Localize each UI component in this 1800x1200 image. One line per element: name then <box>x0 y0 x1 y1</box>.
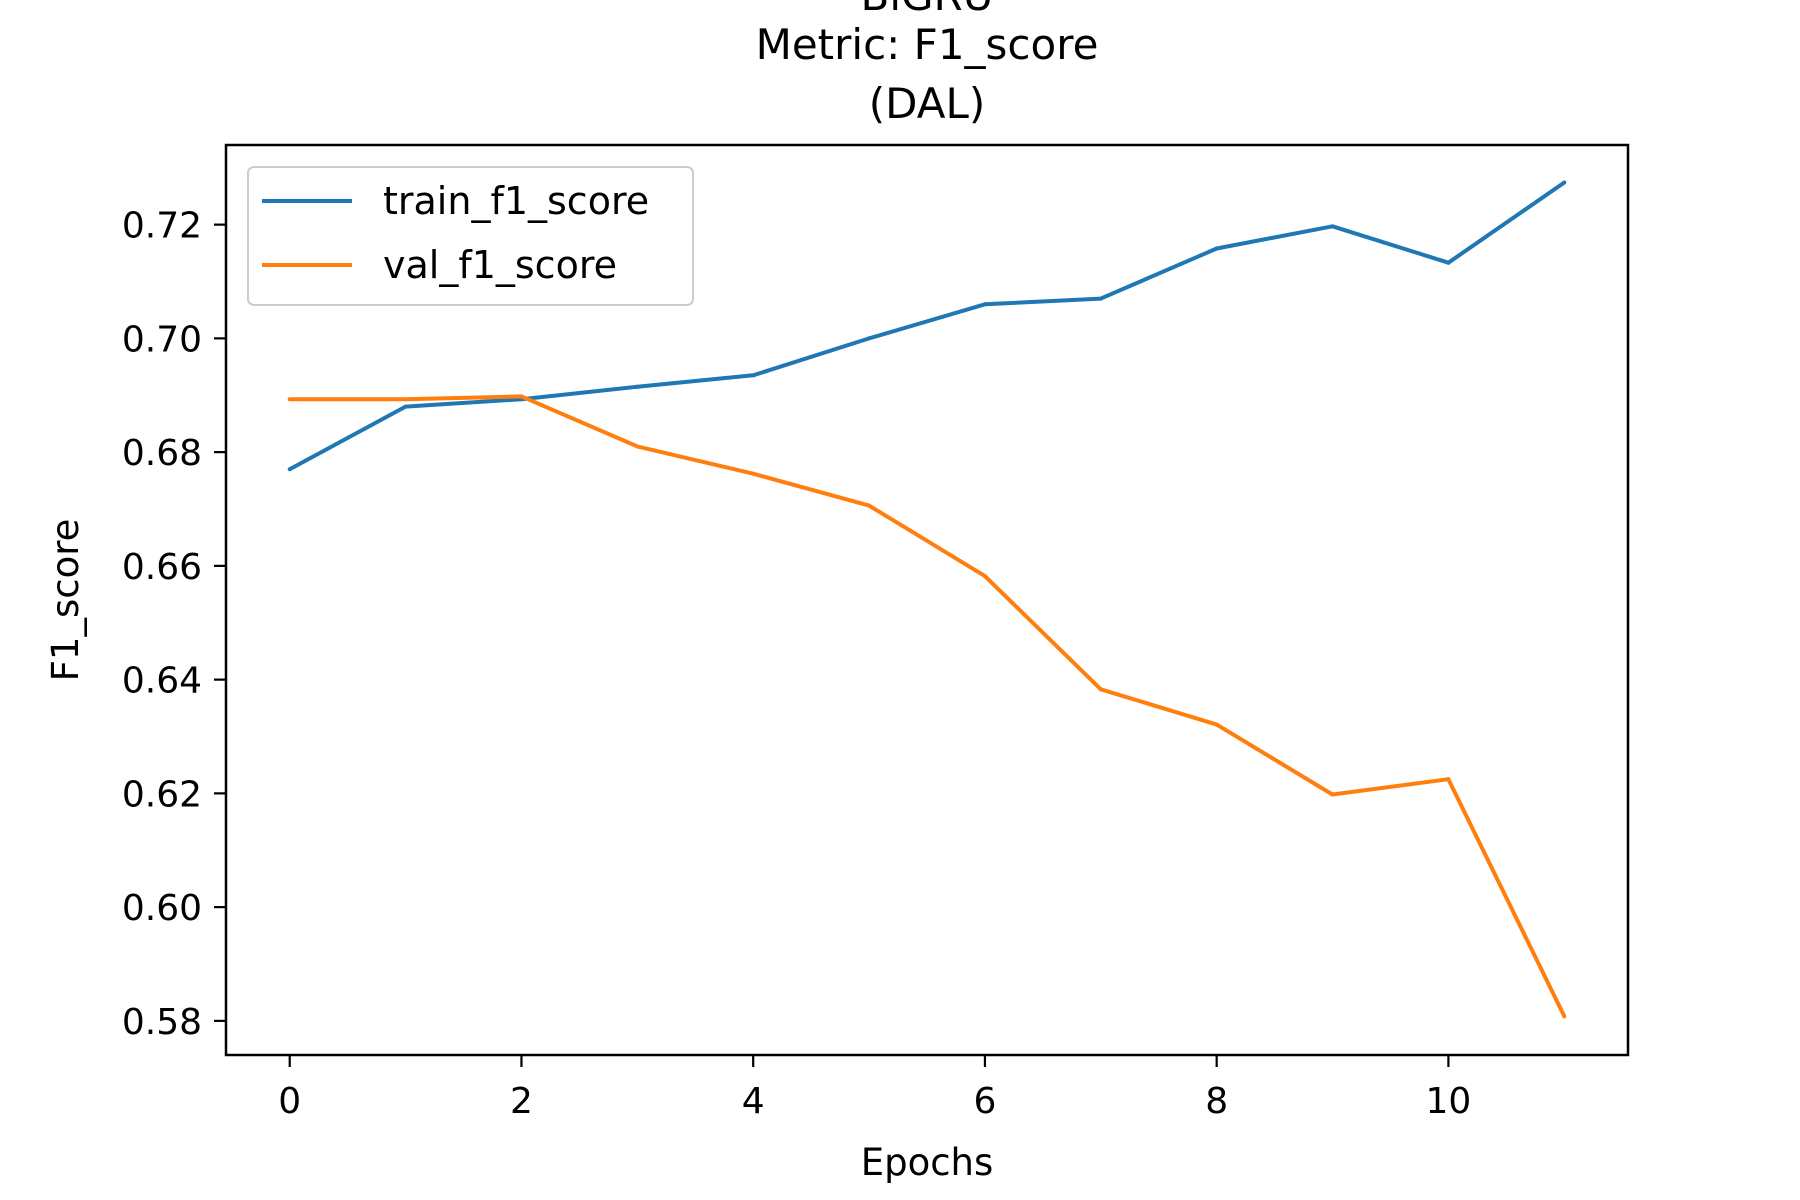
data-point <box>1098 296 1103 301</box>
chart-title-line: BiGRU <box>861 0 994 20</box>
series-line-train_f1_score <box>288 180 1566 471</box>
y-tick-label: 0.58 <box>122 1002 202 1043</box>
x-axis: 0 2 4 6 8 10 <box>278 1055 1471 1122</box>
data-point <box>635 444 640 449</box>
data-point <box>1330 792 1335 797</box>
data-point <box>867 336 872 341</box>
data-point <box>635 384 640 389</box>
y-axis: 0.58 0.60 0.62 0.64 0.66 0.68 0.70 0.72 <box>122 206 226 1043</box>
y-tick-label: 0.66 <box>122 547 202 588</box>
legend-label: val_f1_score <box>383 243 617 287</box>
data-point <box>1214 722 1219 727</box>
chart-title: BiGRUMetric: F1_score (DAL) <box>756 0 1099 128</box>
x-tick-label: 10 <box>1425 1081 1471 1122</box>
data-point <box>982 302 987 307</box>
data-point <box>1330 224 1335 229</box>
x-tick-label: 6 <box>973 1081 996 1122</box>
data-point <box>1214 246 1219 251</box>
data-point <box>1562 1014 1567 1019</box>
data-point <box>751 471 756 476</box>
data-point <box>287 397 292 402</box>
x-axis-label: Epochs <box>861 1141 994 1184</box>
series-lines <box>287 180 1567 1019</box>
y-tick-label: 0.68 <box>122 433 202 474</box>
y-tick-label: 0.72 <box>122 206 202 247</box>
data-point <box>519 394 524 399</box>
y-tick-label: 0.60 <box>122 888 202 929</box>
legend-label: train_f1_score <box>383 179 649 223</box>
data-point <box>403 397 408 402</box>
data-point <box>1446 777 1451 782</box>
data-point <box>982 574 987 579</box>
chart-title-line: Metric: F1_score <box>756 20 1099 69</box>
data-point <box>1562 180 1567 185</box>
y-tick-label: 0.70 <box>122 319 202 360</box>
chart-title-line: (DAL) <box>869 79 986 128</box>
data-point <box>1446 260 1451 265</box>
data-point <box>287 467 292 472</box>
series-line-val_f1_score <box>289 394 1567 1018</box>
y-tick-label: 0.62 <box>122 774 202 815</box>
x-tick-label: 4 <box>742 1081 765 1122</box>
data-point <box>867 503 872 508</box>
x-tick-label: 2 <box>510 1081 533 1122</box>
legend-box <box>247 166 694 306</box>
y-tick-label: 0.64 <box>122 661 202 702</box>
plot-area-frame <box>224 143 1630 1057</box>
legend: train_f1_score val_f1_score <box>247 166 694 306</box>
data-point <box>403 404 408 409</box>
x-tick-label: 8 <box>1205 1081 1228 1122</box>
y-axis-label: F1_score <box>44 519 87 682</box>
data-point <box>1098 687 1103 692</box>
x-tick-label: 0 <box>278 1081 301 1122</box>
data-point <box>751 373 756 378</box>
